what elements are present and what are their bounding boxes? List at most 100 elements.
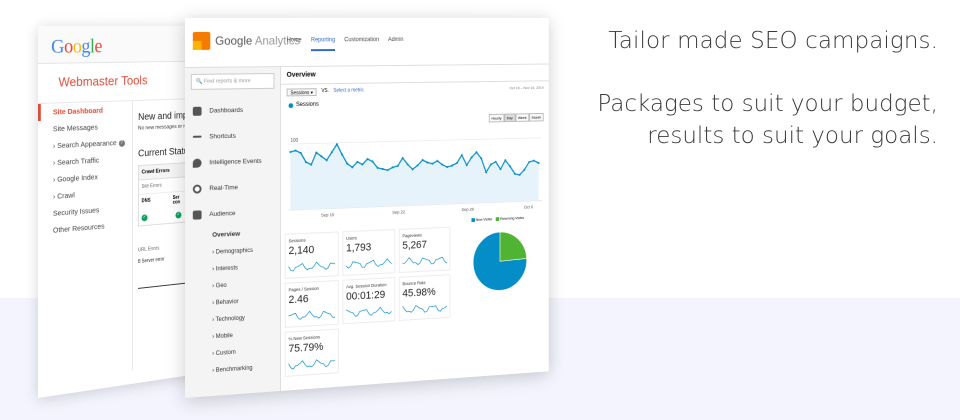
find-reports-input[interactable]: 🔍 Find reports & more xyxy=(191,73,275,90)
analytics-logo-icon xyxy=(193,32,210,50)
google-logo-letter: G xyxy=(51,36,64,58)
sparkline xyxy=(289,261,337,273)
ga-left-items: Dashboards Shortcuts Intelligence Events Re… xyxy=(185,97,280,228)
metric-tile[interactable]: % New Sessions 75.79% xyxy=(285,328,339,376)
vs-label: VS. xyxy=(321,88,328,96)
x-tick-label: Sep 22 xyxy=(392,209,405,214)
wmt-sidebar-label: › Search Traffic xyxy=(53,156,99,167)
shortcuts-icon xyxy=(193,136,202,138)
metric-tile-value: 5,267 xyxy=(402,238,446,251)
metric-tile[interactable]: Pages / Session 2.46 xyxy=(285,280,339,328)
metric-tile[interactable]: Sessions 2,140 xyxy=(285,231,339,278)
wmt-sidebar-label: Security Issues xyxy=(53,205,99,217)
realtime-icon xyxy=(193,184,202,193)
select-metric-link[interactable]: Select a metric xyxy=(333,88,363,96)
wmt-title: Webmaster Tools xyxy=(59,73,148,90)
metric-tile-value: 45.98% xyxy=(402,286,446,300)
x-tick-label: Sep 15 xyxy=(321,212,335,217)
ga-nav-item-label: Audience xyxy=(209,210,235,218)
pie-legend-item: Returning Visitor xyxy=(496,216,524,221)
sparkline-path xyxy=(346,258,391,268)
ga-nav-item[interactable]: Shortcuts xyxy=(185,122,280,150)
ga-nav-tab[interactable]: Customization xyxy=(344,37,379,51)
metric-tiles: Sessions 2,140 Users 1,793 Pageviews 5,267 Pag… xyxy=(285,227,449,234)
sparkline-path xyxy=(289,359,336,370)
divider xyxy=(138,282,189,289)
sparkline-path xyxy=(289,261,336,271)
wmt-sidebar-label: › Crawl xyxy=(53,191,75,201)
sparkline-path xyxy=(402,256,446,266)
ga-nav-item[interactable]: Audience xyxy=(185,199,280,228)
server-ok-icon: ✓ xyxy=(176,212,182,219)
pie-legend: New Visitor Returning Visitor xyxy=(471,216,524,222)
metric-tile-label: Users xyxy=(346,234,391,241)
wmt-sidebar: Site Dashboard Site Messages › Search Appe… xyxy=(38,101,132,240)
audience-submenu: Overview › Demographics › Interests › Geo › … xyxy=(185,224,280,381)
ga-logo-google: Google xyxy=(215,34,252,48)
google-logo-letter: e xyxy=(94,36,102,58)
dns-label: DNS xyxy=(142,198,151,208)
metric-tile-value: 75.79% xyxy=(289,340,336,355)
ga-nav-tab[interactable]: Reporting xyxy=(311,37,335,51)
ga-nav-item[interactable]: Intelligence Events xyxy=(185,148,280,176)
tagline-subline: Packages to suit your budget, results to… xyxy=(418,88,938,152)
audience-icon xyxy=(193,210,202,219)
sparkline-path xyxy=(289,310,336,320)
ga-nav-tab[interactable]: Admin xyxy=(388,37,403,51)
ga-nav-item-label: Intelligence Events xyxy=(209,157,261,165)
sessions-legend-label: Sessions xyxy=(296,102,319,108)
find-reports-placeholder: Find reports & more xyxy=(204,78,251,85)
pie-legend-label: Returning Visitor xyxy=(500,216,524,221)
metric-tile[interactable]: Bounce Rate 45.98% xyxy=(399,274,451,321)
google-logo: Google xyxy=(51,36,102,58)
y-tick-label: 100 xyxy=(290,138,298,144)
ga-nav-item-label: Shortcuts xyxy=(209,132,235,140)
wmt-sidebar-label: Site Messages xyxy=(53,123,98,134)
tagline-headline: Tailor made SEO campaigns. xyxy=(418,28,938,54)
dns-ok-icon: ✓ xyxy=(142,214,148,221)
ga-logo[interactable]: Google Analytics xyxy=(193,32,300,50)
pie-legend-swatch xyxy=(471,218,474,222)
x-tick-label: Oct 6 xyxy=(524,204,534,209)
x-tick-label: Sep 29 xyxy=(461,207,474,212)
visitor-pie-chart xyxy=(471,229,528,294)
metric-tile-label: Sessions xyxy=(289,236,336,243)
metric-select-label: Sessions xyxy=(290,90,309,96)
ga-nav-item[interactable]: Real-Time xyxy=(185,173,280,202)
ga-nav-item-label: Dashboards xyxy=(209,106,243,114)
sparkline xyxy=(346,306,393,318)
wmt-sidebar-label: › Search Appearance xyxy=(53,138,117,150)
sparkline-path xyxy=(346,307,391,317)
dashboards-icon xyxy=(193,106,202,115)
sparkline xyxy=(289,358,337,371)
ga-top-nav: Home Reporting Customization Admin xyxy=(287,37,404,51)
tagline-subline-1: Packages to suit your budget, xyxy=(418,88,938,120)
pie-legend-swatch xyxy=(496,217,499,221)
metric-select[interactable]: Sessions ▾ xyxy=(287,88,317,96)
pie-legend-item: New Visitor xyxy=(471,217,492,222)
pie-slice[interactable] xyxy=(500,231,527,261)
sparkline xyxy=(346,258,393,270)
ga-nav-tab[interactable]: Home xyxy=(287,38,302,52)
wmt-sidebar-label: Site Dashboard xyxy=(53,106,103,117)
metric-tile[interactable]: Pageviews 5,267 xyxy=(399,227,451,273)
metric-tile[interactable]: Avg. Session Duration 00:01:29 xyxy=(342,277,395,324)
tagline: Tailor made SEO campaigns. Packages to s… xyxy=(418,28,938,152)
metric-tile-value: 1,793 xyxy=(346,241,391,255)
sparkline xyxy=(402,255,448,267)
sparkline xyxy=(289,309,337,322)
help-icon[interactable]: ? xyxy=(119,139,125,146)
ga-left-nav: 🔍 Find reports & more Dashboards Shortcut… xyxy=(185,67,281,398)
metric-tile[interactable]: Users 1,793 xyxy=(342,229,395,276)
metric-tile-value: 2.46 xyxy=(289,292,336,306)
google-logo-letter: o xyxy=(73,36,82,58)
ga-nav-item[interactable]: Dashboards xyxy=(185,97,280,124)
pie-legend-label: New Visitor xyxy=(476,217,493,221)
ga-nav-item-label: Real-Time xyxy=(209,184,238,192)
sparkline-path xyxy=(402,303,446,313)
metric-tile-value: 2,140 xyxy=(289,243,336,257)
tagline-subline-2: results to suit your goals. xyxy=(418,120,938,152)
wmt-sidebar-label: Other Resources xyxy=(53,222,105,235)
wmt-sidebar-label: › Google Index xyxy=(53,172,98,184)
intelligence-icon xyxy=(193,158,202,167)
